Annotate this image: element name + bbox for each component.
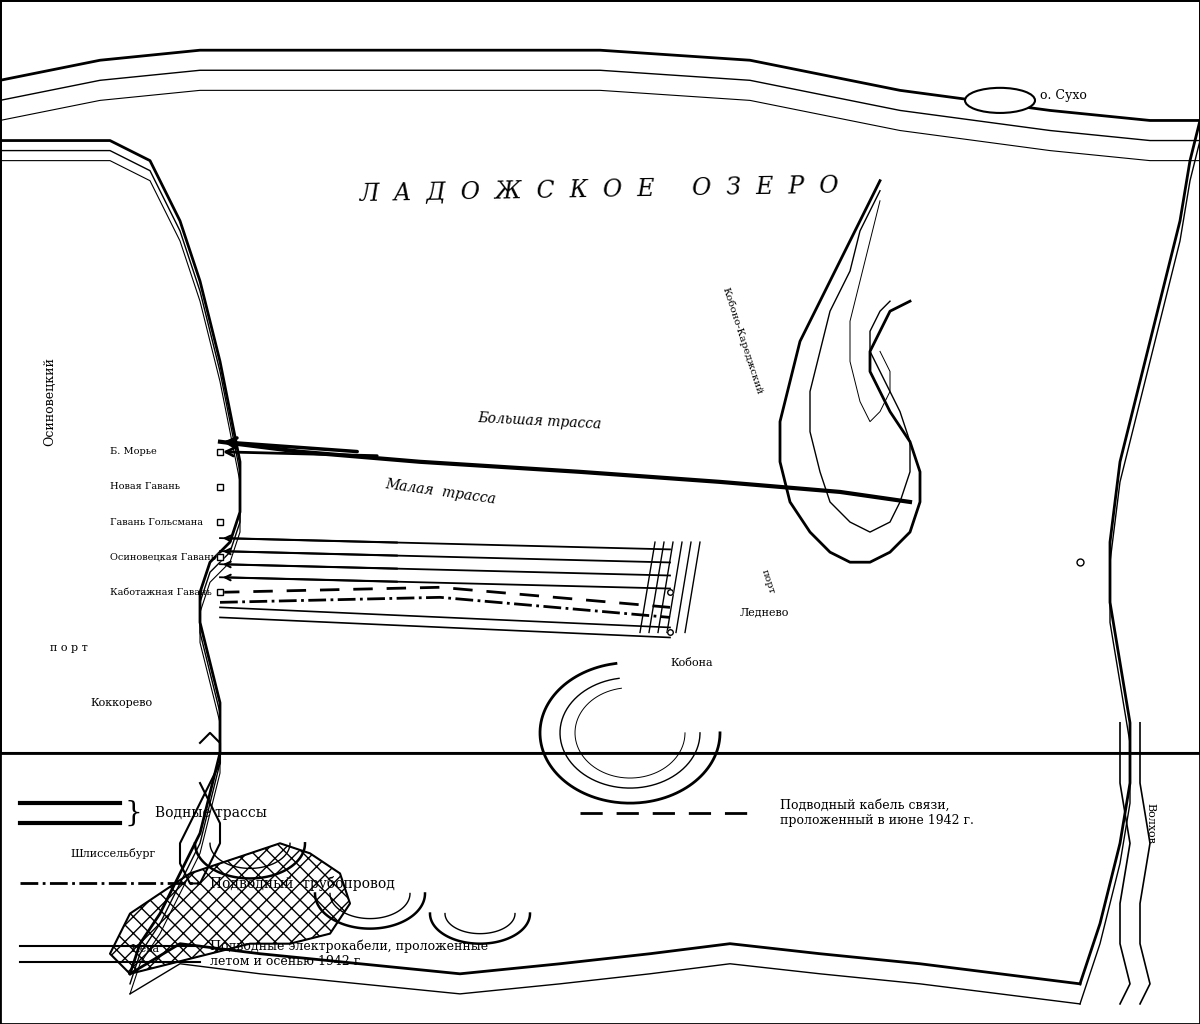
Text: о. Сухо: о. Сухо (1040, 89, 1087, 101)
Text: Малая  трасса: Малая трасса (384, 477, 497, 507)
Text: Большая трасса: Большая трасса (478, 412, 602, 432)
Text: Осиновецкий: Осиновецкий (43, 357, 56, 446)
Text: порт: порт (760, 568, 776, 596)
Text: Новая Гавань: Новая Гавань (110, 482, 180, 492)
Text: Гавань Гольсмана: Гавань Гольсмана (110, 517, 203, 526)
Ellipse shape (965, 88, 1034, 113)
Text: Шлиссельбург: Шлиссельбург (70, 848, 155, 859)
Text: Леднево: Леднево (740, 607, 790, 617)
Text: Каботажная Гавань: Каботажная Гавань (110, 588, 211, 597)
Text: Б. Морье: Б. Морье (110, 447, 157, 457)
Text: п о р т: п о р т (50, 642, 88, 652)
Text: }: } (125, 800, 143, 826)
Bar (0, 0, 1200, 753)
Text: Кобона: Кобона (670, 657, 713, 668)
Text: Коккорево: Коккорево (90, 697, 152, 708)
Text: Волхов: Волхов (1145, 803, 1154, 844)
Text: Кобоно-Кареджский: Кобоно-Кареджский (720, 287, 763, 396)
Text: Нева: Нева (130, 944, 160, 953)
Text: Подводный  трубопровод: Подводный трубопровод (210, 876, 395, 891)
Text: Л  А  Д  О  Ж  С  К  О  Е     О  З  Е  Р  О: Л А Д О Ж С К О Е О З Е Р О (360, 175, 840, 207)
Text: Осиновецкая Гавань: Осиновецкая Гавань (110, 553, 216, 562)
Text: Подводный кабель связи,
проложенный в июне 1942 г.: Подводный кабель связи, проложенный в ию… (780, 799, 974, 827)
Text: Водные трассы: Водные трассы (155, 806, 266, 820)
Text: Подводные электрокабели, проложенные
летом и осенью 1942 г.: Подводные электрокабели, проложенные лет… (210, 939, 488, 968)
